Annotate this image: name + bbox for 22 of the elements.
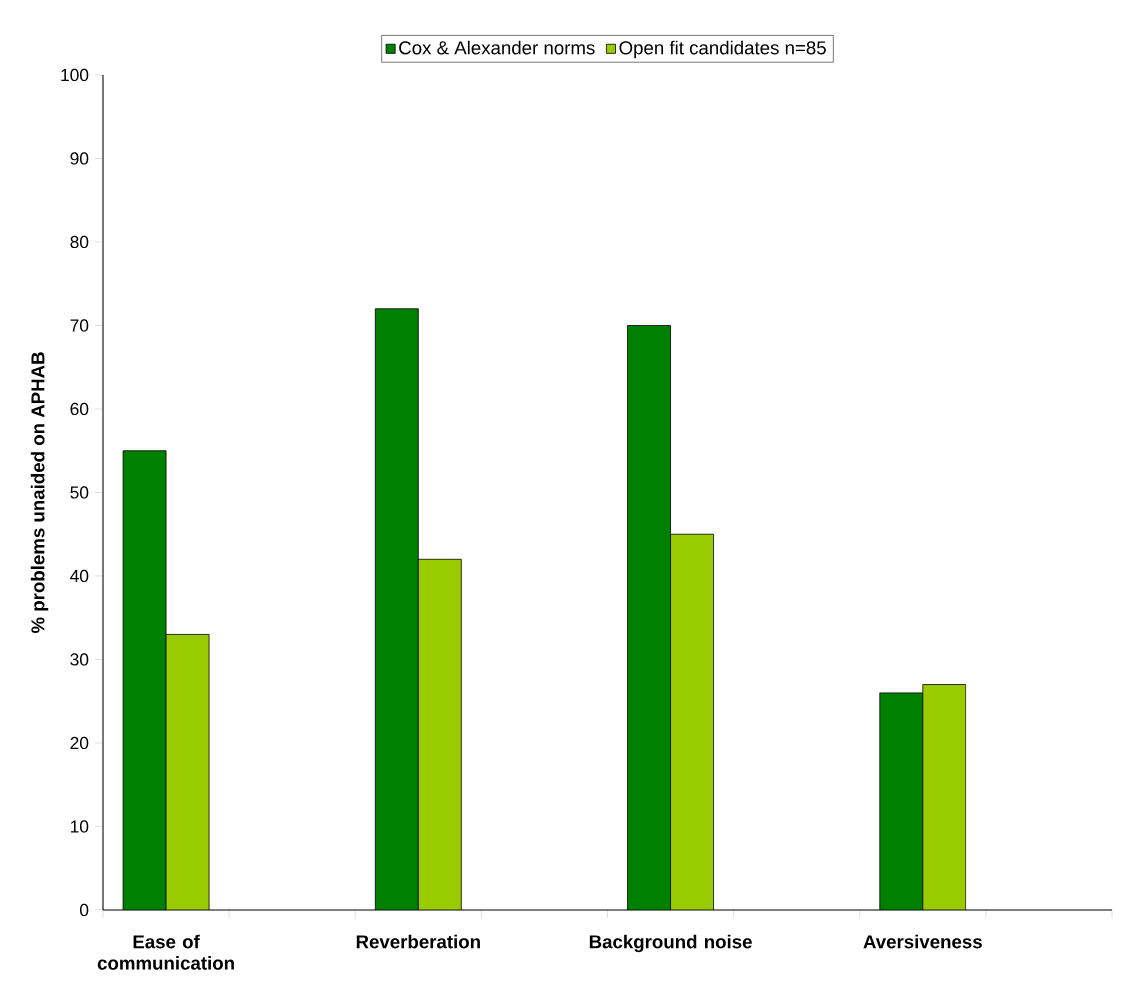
bar — [418, 559, 462, 910]
y-axis-title: % problems unaided on APHAB — [30, 352, 49, 634]
y-tick-label: 60 — [70, 402, 89, 416]
bar — [670, 534, 714, 910]
y-tick-label: 70 — [70, 319, 89, 332]
x-tick-label: Reverberation — [356, 934, 480, 949]
legend-label: Open fit candidates n=85 — [619, 40, 826, 59]
y-tick-label: 30 — [70, 653, 89, 666]
y-tick-label: 20 — [70, 736, 89, 750]
x-tick-label: Ease of communication — [97, 934, 234, 970]
x-tick-label: Background noise — [589, 934, 752, 953]
y-tick-label: 90 — [70, 152, 89, 165]
legend-label: Cox & Alexander norms — [399, 40, 595, 55]
y-tick-label: 10 — [71, 820, 89, 833]
bar — [166, 634, 210, 910]
x-tick-label: Aversiveness — [863, 934, 982, 949]
y-tick-label: 80 — [70, 235, 89, 249]
y-tick-label: 100 — [61, 68, 89, 82]
y-tick-label: 50 — [70, 486, 89, 499]
y-tick-label: 40 — [70, 569, 89, 583]
bar — [922, 684, 967, 910]
y-tick-label: 0 — [79, 903, 89, 917]
